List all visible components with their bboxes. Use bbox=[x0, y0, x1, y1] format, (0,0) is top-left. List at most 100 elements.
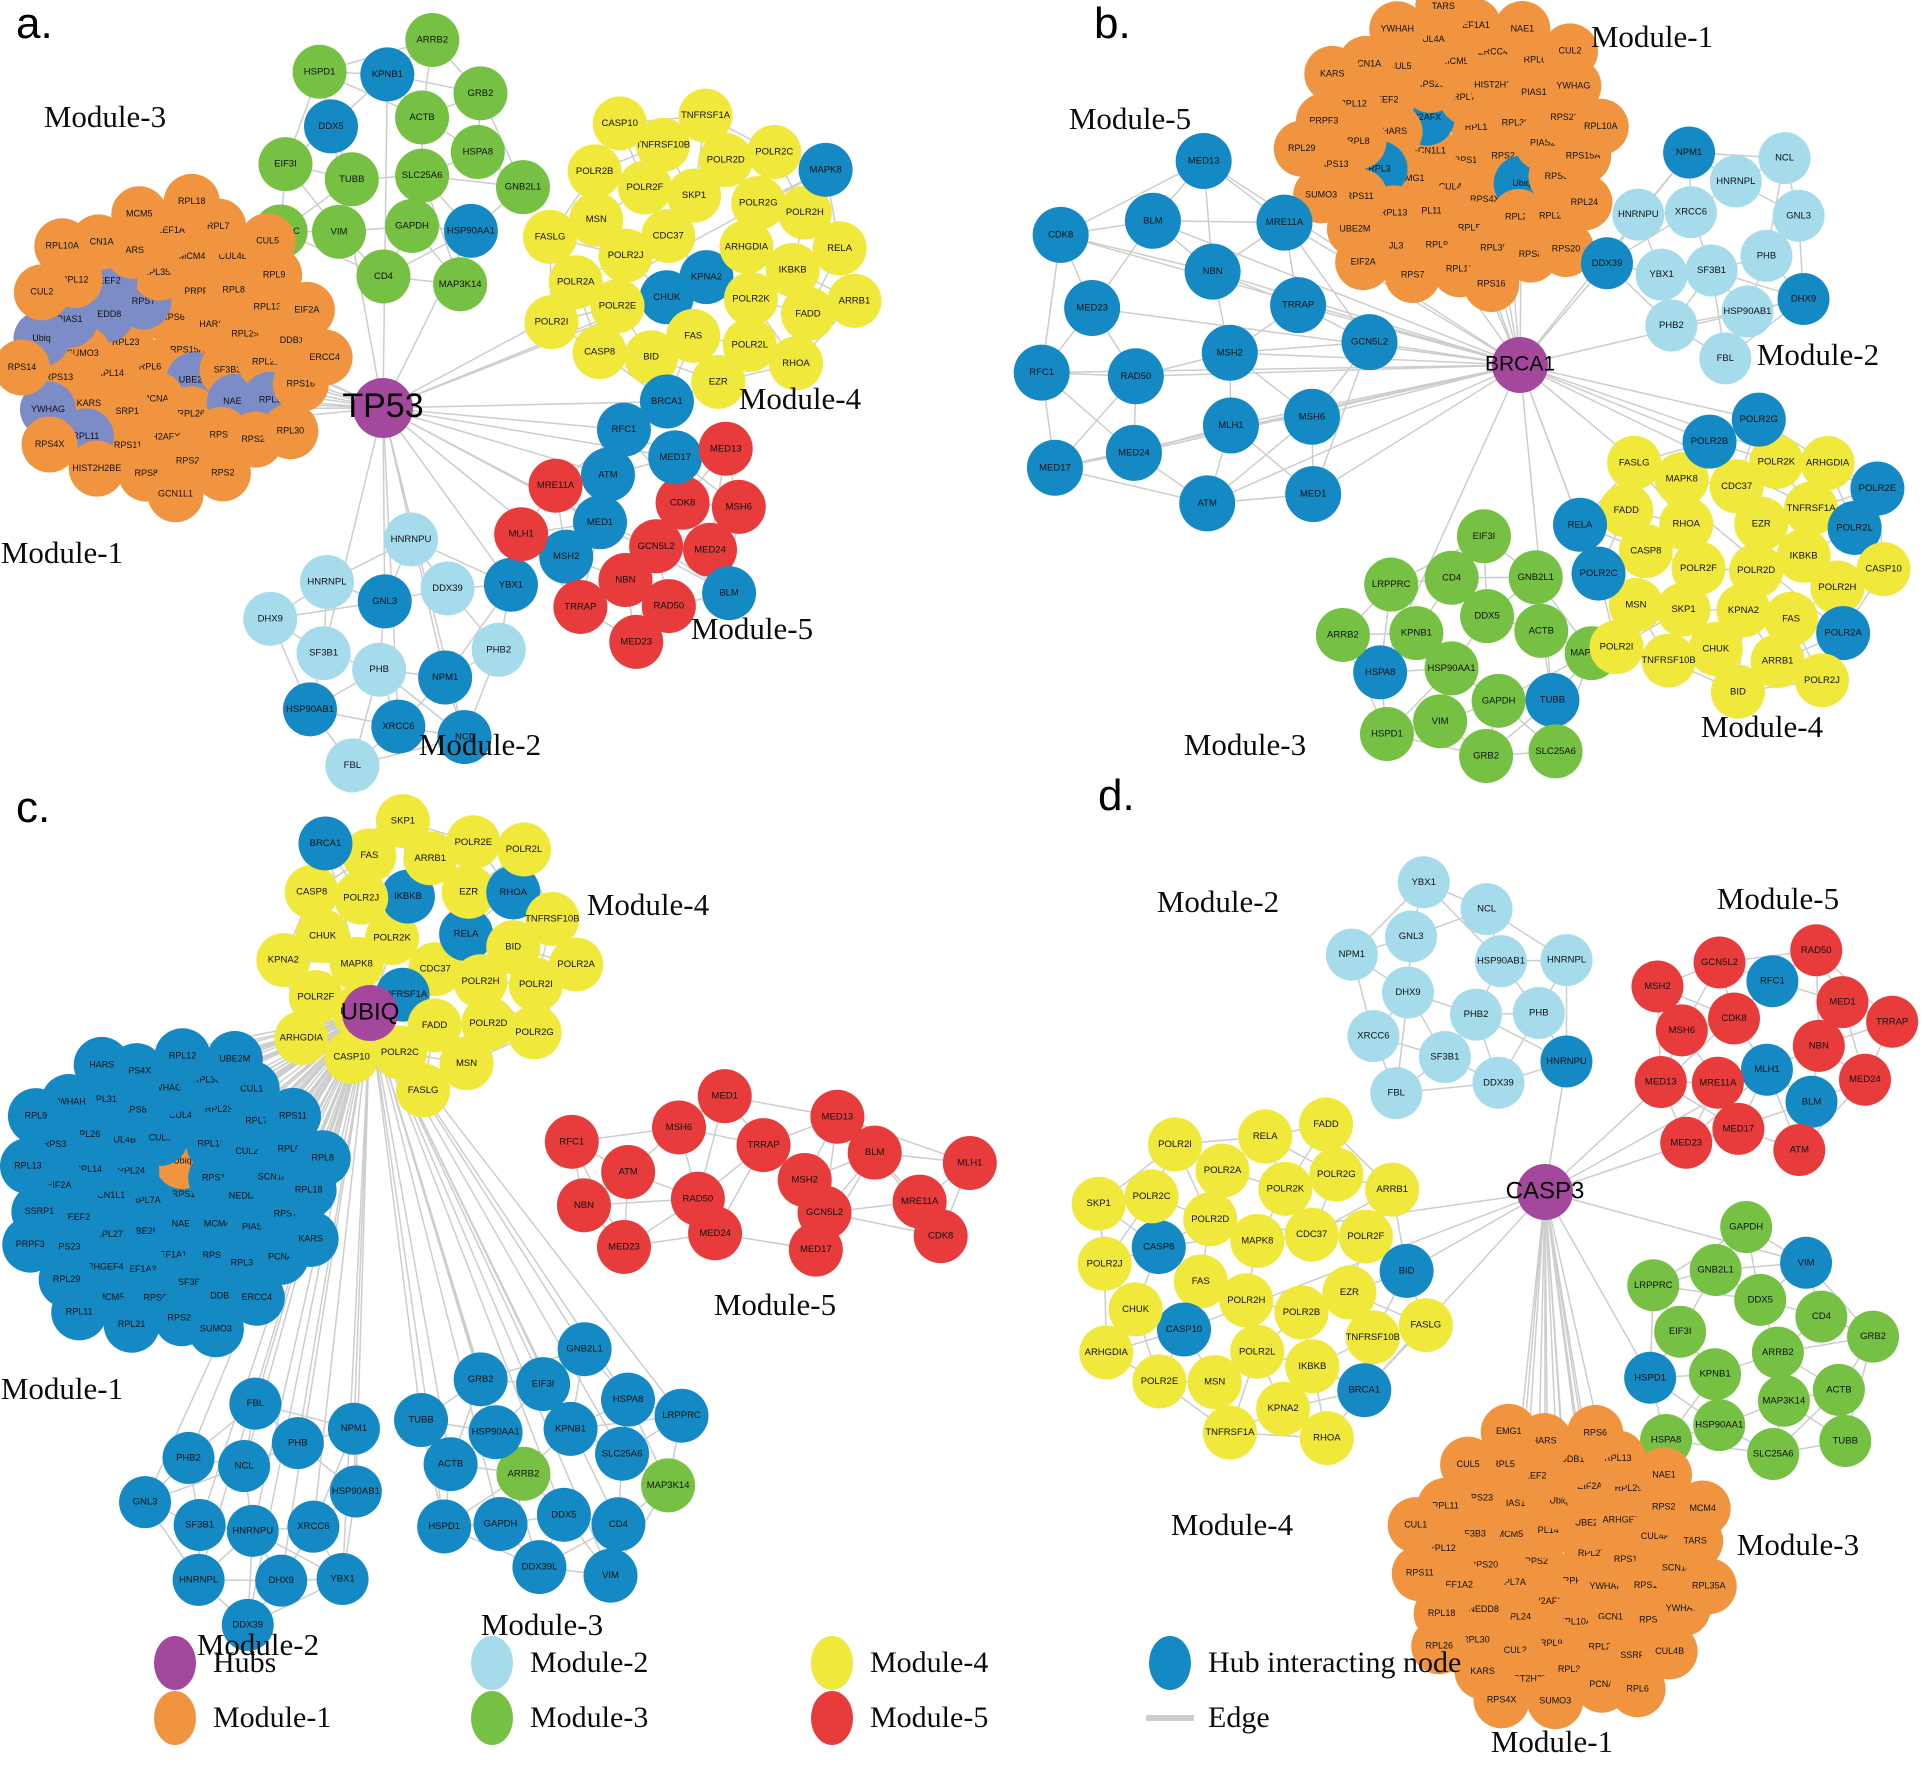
network-node[interactable] bbox=[471, 622, 526, 677]
network-node[interactable] bbox=[1418, 1031, 1471, 1084]
network-node[interactable] bbox=[1364, 557, 1419, 612]
network-node[interactable] bbox=[1618, 524, 1673, 579]
network-node[interactable] bbox=[1866, 995, 1919, 1048]
network-node[interactable] bbox=[1589, 620, 1644, 675]
network-node[interactable] bbox=[1304, 45, 1361, 102]
network-node[interactable] bbox=[1494, 1, 1551, 58]
network-node[interactable] bbox=[274, 1011, 329, 1066]
network-node[interactable] bbox=[1397, 856, 1450, 909]
network-node[interactable] bbox=[1847, 1310, 1900, 1363]
network-node[interactable] bbox=[483, 557, 538, 612]
network-node[interactable] bbox=[1471, 673, 1526, 728]
network-node[interactable] bbox=[1654, 1305, 1707, 1358]
network-node[interactable] bbox=[1819, 1415, 1872, 1468]
network-node[interactable] bbox=[548, 255, 603, 310]
network-node[interactable] bbox=[1456, 509, 1511, 564]
network-node[interactable] bbox=[507, 1005, 562, 1060]
network-node[interactable] bbox=[635, 117, 690, 172]
network-node[interactable] bbox=[609, 614, 664, 669]
network-node[interactable] bbox=[423, 1437, 478, 1492]
network-node[interactable] bbox=[288, 970, 343, 1025]
network-node[interactable] bbox=[1274, 1285, 1329, 1340]
network-node[interactable] bbox=[496, 1446, 551, 1501]
network-node[interactable] bbox=[524, 295, 579, 350]
network-node[interactable] bbox=[1795, 1290, 1848, 1343]
network-node[interactable] bbox=[1607, 435, 1662, 490]
network-node[interactable] bbox=[1184, 243, 1241, 300]
network-node[interactable] bbox=[1079, 1325, 1134, 1380]
network-node[interactable] bbox=[1337, 1363, 1392, 1418]
network-node[interactable] bbox=[652, 1100, 707, 1155]
network-node[interactable] bbox=[218, 1440, 271, 1493]
network-node[interactable] bbox=[287, 1500, 340, 1553]
network-node[interactable] bbox=[34, 218, 91, 275]
network-node[interactable] bbox=[1612, 188, 1665, 241]
network-node[interactable] bbox=[780, 286, 835, 341]
network-node[interactable] bbox=[596, 402, 651, 457]
network-node[interactable] bbox=[1347, 1010, 1400, 1063]
network-node[interactable] bbox=[1202, 397, 1259, 454]
network-node[interactable] bbox=[1699, 332, 1752, 385]
network-node[interactable] bbox=[316, 1553, 369, 1606]
network-node[interactable] bbox=[1709, 459, 1764, 514]
network-node[interactable] bbox=[1631, 960, 1684, 1013]
network-node[interactable] bbox=[678, 88, 733, 143]
network-node[interactable] bbox=[1382, 966, 1435, 1019]
network-node[interactable] bbox=[1341, 314, 1398, 371]
network-node[interactable] bbox=[73, 1036, 130, 1093]
network-node[interactable] bbox=[1415, 0, 1472, 35]
network-node[interactable] bbox=[655, 475, 710, 530]
hub-node[interactable] bbox=[353, 378, 413, 438]
network-node[interactable] bbox=[1201, 324, 1258, 381]
network-node[interactable] bbox=[1474, 935, 1527, 988]
network-node[interactable] bbox=[723, 271, 778, 326]
network-node[interactable] bbox=[194, 445, 251, 502]
network-node[interactable] bbox=[453, 66, 508, 121]
network-node[interactable] bbox=[1571, 546, 1626, 601]
network-node[interactable] bbox=[601, 1144, 656, 1199]
network-node[interactable] bbox=[206, 1030, 263, 1087]
network-node[interactable] bbox=[443, 203, 498, 258]
network-node[interactable] bbox=[1338, 1209, 1393, 1264]
network-node[interactable] bbox=[1716, 583, 1771, 638]
network-node[interactable] bbox=[1540, 934, 1593, 987]
network-node[interactable] bbox=[282, 682, 337, 737]
network-node[interactable] bbox=[1179, 475, 1236, 532]
network-node[interactable] bbox=[1285, 1339, 1340, 1394]
network-node[interactable] bbox=[1370, 1067, 1423, 1120]
network-node[interactable] bbox=[1013, 344, 1070, 401]
network-node[interactable] bbox=[539, 529, 594, 584]
network-node[interactable] bbox=[295, 909, 350, 964]
network-node[interactable] bbox=[1731, 392, 1786, 447]
network-node[interactable] bbox=[1230, 1213, 1285, 1268]
network-node[interactable] bbox=[798, 142, 853, 197]
network-node[interactable] bbox=[418, 650, 473, 705]
network-node[interactable] bbox=[352, 642, 407, 697]
network-node[interactable] bbox=[1391, 1545, 1448, 1602]
network-node[interactable] bbox=[1473, 1672, 1530, 1729]
hub-node[interactable] bbox=[1517, 1164, 1573, 1220]
network-node[interactable] bbox=[1202, 1405, 1257, 1460]
network-node[interactable] bbox=[1792, 1019, 1845, 1072]
network-node[interactable] bbox=[1132, 1354, 1187, 1409]
network-node[interactable] bbox=[683, 522, 738, 577]
network-node[interactable] bbox=[1299, 1097, 1354, 1152]
network-node[interactable] bbox=[942, 1136, 997, 1191]
network-node[interactable] bbox=[549, 937, 604, 992]
network-node[interactable] bbox=[1734, 1273, 1787, 1326]
network-node[interactable] bbox=[1671, 541, 1726, 596]
network-node[interactable] bbox=[1472, 1056, 1525, 1109]
network-node[interactable] bbox=[1538, 220, 1595, 277]
network-node[interactable] bbox=[654, 1388, 709, 1443]
network-node[interactable] bbox=[847, 1125, 902, 1180]
network-node[interactable] bbox=[383, 512, 438, 567]
network-node[interactable] bbox=[1757, 1374, 1810, 1427]
network-node[interactable] bbox=[258, 137, 313, 192]
network-node[interactable] bbox=[243, 591, 298, 646]
network-node[interactable] bbox=[255, 1554, 308, 1607]
network-node[interactable] bbox=[437, 710, 492, 765]
network-node[interactable] bbox=[312, 204, 367, 259]
network-node[interactable] bbox=[262, 403, 319, 460]
network-node[interactable] bbox=[1398, 1298, 1453, 1353]
network-node[interactable] bbox=[147, 466, 204, 523]
